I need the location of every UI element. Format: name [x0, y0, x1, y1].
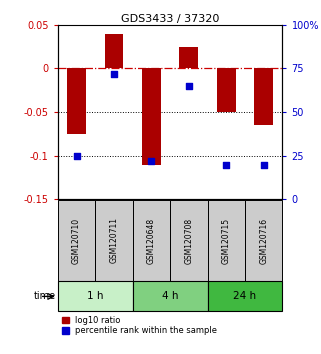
Point [224, 162, 229, 167]
Text: GSM120711: GSM120711 [109, 217, 118, 263]
Bar [58, 200, 95, 281]
Bar [58, 281, 133, 312]
Bar [208, 200, 245, 281]
Text: 1 h: 1 h [87, 291, 103, 301]
Bar [179, 47, 198, 68]
Bar [105, 34, 123, 68]
Text: GSM120648: GSM120648 [147, 217, 156, 263]
Text: time: time [33, 291, 56, 301]
Bar [170, 200, 208, 281]
Bar [133, 200, 170, 281]
Bar [67, 68, 86, 134]
Point [149, 158, 154, 164]
Text: GSM120710: GSM120710 [72, 217, 81, 263]
Point [261, 162, 266, 167]
Text: 4 h: 4 h [162, 291, 178, 301]
Bar [245, 200, 282, 281]
Point [111, 71, 117, 76]
Point [186, 83, 191, 89]
Text: 24 h: 24 h [233, 291, 256, 301]
Bar [208, 281, 282, 312]
Text: GSM120708: GSM120708 [184, 217, 193, 263]
Text: GSM120715: GSM120715 [222, 217, 231, 263]
Legend: log10 ratio, percentile rank within the sample: log10 ratio, percentile rank within the … [62, 316, 217, 335]
Bar [254, 68, 273, 125]
Text: GSM120716: GSM120716 [259, 217, 268, 263]
Point [74, 153, 79, 159]
Title: GDS3433 / 37320: GDS3433 / 37320 [121, 14, 219, 24]
Bar [217, 68, 236, 112]
Bar [95, 200, 133, 281]
Bar [142, 68, 161, 165]
Bar [133, 281, 208, 312]
